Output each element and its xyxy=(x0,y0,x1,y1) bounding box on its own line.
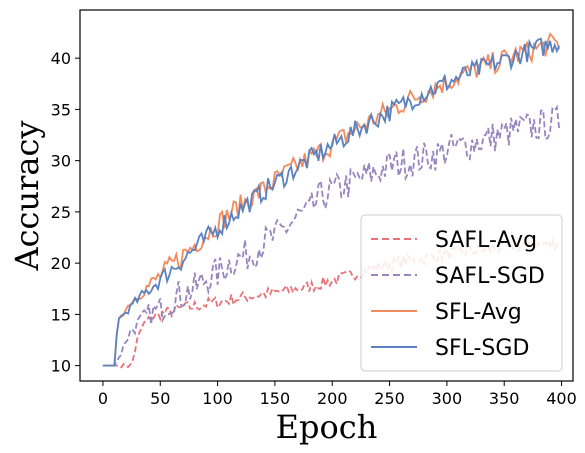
legend: SAFL-Avg SAFL-SGD SFL-Avg SFL-SGD xyxy=(360,214,563,372)
x-tick-label: 400 xyxy=(546,389,577,408)
x-tick-label: 100 xyxy=(202,389,233,408)
y-tick-label: 25 xyxy=(51,203,71,222)
series-line-sfl-sgd xyxy=(102,37,561,367)
x-tick-label: 300 xyxy=(432,389,463,408)
y-tick-label: 40 xyxy=(51,49,71,68)
legend-label: SAFL-Avg xyxy=(435,228,537,253)
legend-label: SFL-SGD xyxy=(435,336,529,361)
y-axis-label: Accuracy xyxy=(8,121,46,272)
x-axis-label: Epoch xyxy=(276,408,378,446)
legend-label: SAFL-SGD xyxy=(435,264,545,289)
y-tick-label: 10 xyxy=(51,357,71,376)
ticks-layer: 0 50 100 150 200 250 300 350 400 10 15 20 25 30 35 40 xyxy=(51,49,577,408)
x-tick-label: 50 xyxy=(150,389,170,408)
y-tick-label: 35 xyxy=(51,100,71,119)
x-tick-label: 0 xyxy=(98,389,108,408)
y-tick-label: 30 xyxy=(51,152,71,171)
x-tick-label: 250 xyxy=(374,389,405,408)
series-line-safl-sgd xyxy=(102,104,561,367)
x-tick-label: 150 xyxy=(260,389,291,408)
plot-frame xyxy=(79,9,574,382)
legend-label: SFL-Avg xyxy=(435,300,522,325)
x-tick-label: 350 xyxy=(489,389,520,408)
y-tick-label: 15 xyxy=(51,305,71,324)
legend-box xyxy=(360,214,563,372)
y-tick-label: 20 xyxy=(51,254,71,273)
x-tick-label: 200 xyxy=(317,389,348,408)
